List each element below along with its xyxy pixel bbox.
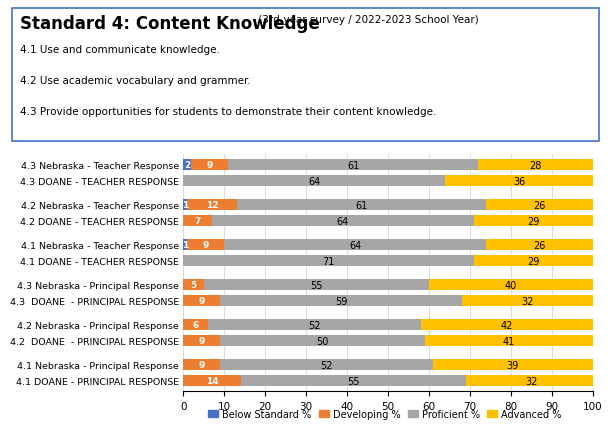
Bar	[220, 359, 433, 370]
Text: 9: 9	[207, 161, 213, 170]
Text: 9: 9	[199, 336, 205, 345]
Bar	[212, 216, 474, 227]
Bar	[425, 335, 593, 346]
Bar	[466, 375, 597, 386]
Bar	[183, 319, 208, 330]
Text: 50: 50	[316, 336, 329, 346]
Bar	[474, 216, 593, 227]
Bar	[183, 296, 220, 306]
Bar	[486, 200, 593, 211]
Bar	[204, 280, 429, 290]
Text: 1: 1	[182, 201, 188, 210]
Text: 55: 55	[347, 376, 359, 386]
Bar	[183, 256, 474, 267]
Bar	[191, 160, 229, 171]
Text: 52: 52	[320, 360, 333, 370]
Bar	[486, 240, 593, 250]
Text: 40: 40	[505, 280, 517, 290]
Text: 9: 9	[199, 360, 205, 369]
Text: 4.2 Use academic vocabulary and grammer.: 4.2 Use academic vocabulary and grammer.	[20, 76, 251, 86]
Text: 12: 12	[206, 201, 218, 210]
Bar	[188, 200, 236, 211]
Text: 52: 52	[308, 320, 321, 330]
Bar	[188, 240, 224, 250]
Text: 36: 36	[513, 176, 525, 186]
Text: 42: 42	[500, 320, 513, 330]
Text: 29: 29	[527, 216, 540, 226]
Text: 4.3 Provide opportunities for students to demonstrate their content knowledge.: 4.3 Provide opportunities for students t…	[20, 107, 436, 117]
Bar	[433, 359, 593, 370]
Text: 7: 7	[194, 217, 201, 226]
Text: 41: 41	[503, 336, 515, 346]
Text: Standard 4: Content Knowledge: Standard 4: Content Knowledge	[20, 15, 320, 33]
Bar	[421, 319, 593, 330]
Bar	[220, 296, 462, 306]
Bar	[183, 216, 212, 227]
Text: 61: 61	[355, 200, 367, 210]
Text: 26: 26	[533, 200, 546, 210]
Bar	[183, 176, 445, 187]
Text: 9: 9	[199, 296, 205, 305]
Bar	[445, 176, 593, 187]
Bar	[183, 335, 220, 346]
Bar	[474, 256, 593, 267]
Bar	[220, 335, 425, 346]
Bar	[183, 240, 188, 250]
Text: 2: 2	[185, 161, 191, 170]
Text: 32: 32	[521, 296, 533, 306]
Bar	[429, 280, 593, 290]
Text: 14: 14	[206, 376, 218, 385]
Text: 26: 26	[533, 240, 546, 250]
Text: 55: 55	[310, 280, 323, 290]
Text: 4.1 Use and communicate knowledge.: 4.1 Use and communicate knowledge.	[20, 45, 219, 55]
Text: 5: 5	[191, 280, 197, 289]
Text: 9: 9	[203, 241, 209, 250]
Text: 28: 28	[529, 160, 541, 170]
Bar	[229, 160, 478, 171]
Text: 39: 39	[507, 360, 519, 370]
Text: 71: 71	[323, 256, 335, 266]
Bar	[183, 375, 241, 386]
Bar	[183, 160, 191, 171]
Bar	[208, 319, 421, 330]
Text: 64: 64	[308, 176, 320, 186]
Text: 59: 59	[335, 296, 347, 306]
Text: 61: 61	[347, 160, 359, 170]
Bar	[241, 375, 466, 386]
Bar	[478, 160, 593, 171]
Bar	[462, 296, 593, 306]
Text: (3rd-year survey / 2022-2023 School Year): (3rd-year survey / 2022-2023 School Year…	[255, 15, 478, 25]
Bar	[236, 200, 486, 211]
Text: 32: 32	[525, 376, 538, 386]
Bar	[183, 280, 204, 290]
Text: 29: 29	[527, 256, 540, 266]
Text: 6: 6	[192, 320, 199, 329]
Text: 64: 64	[337, 216, 349, 226]
Legend: Below Standard %, Developing %, Proficient %, Advanced %: Below Standard %, Developing %, Proficie…	[205, 405, 565, 423]
Text: 64: 64	[349, 240, 361, 250]
Text: 1: 1	[182, 241, 188, 250]
Bar	[183, 359, 220, 370]
Bar	[224, 240, 486, 250]
Bar	[183, 200, 188, 211]
